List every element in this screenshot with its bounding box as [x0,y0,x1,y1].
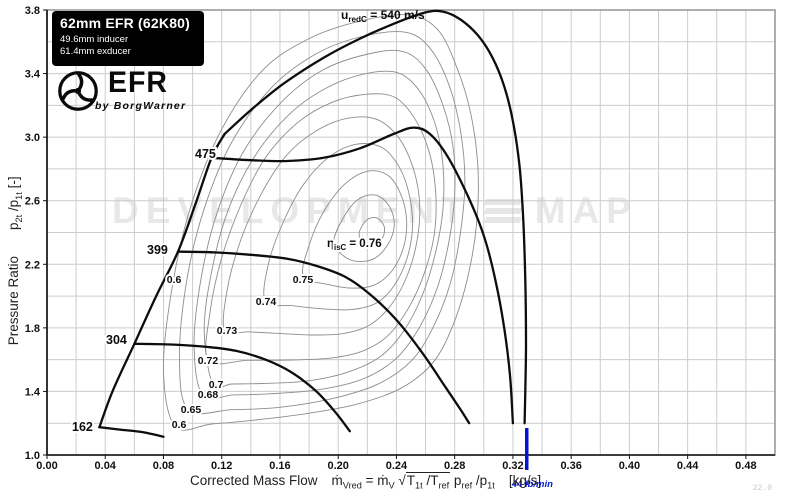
efr-logo: EFR by BorgWarner [55,66,215,118]
exducer-spec: 61.4mm exducer [60,46,131,57]
surge-line [98,132,226,429]
page-title: 62mm EFR (62K80) [60,15,191,31]
label-0.6: 0.6 [167,274,182,286]
label-0.75: 0.75 [293,274,314,286]
borgwarner-byline: by BorgWarner [95,100,187,112]
efficiency-contour [263,143,414,311]
efficiency-contour [358,217,385,246]
label-162: 162 [72,420,93,434]
label-0.65: 0.65 [181,404,202,416]
y-tick-label: 3.0 [25,132,40,144]
efficiency-contour [179,31,466,415]
label-isC0.76: ηisC = 0.76 [327,238,382,252]
watermark-text-left: DEVELOPMENT [112,190,471,231]
label-475: 475 [195,147,216,161]
label-0.74: 0.74 [256,296,277,308]
label-uredC540ms: uredC = 540 m/s [341,8,425,24]
y-tick-label: 1.8 [25,323,40,335]
x-tick-label: 0.00 [36,460,57,472]
efficiency-contour [302,170,408,289]
label-399: 399 [147,243,168,257]
plot-frame [46,9,776,456]
y-tick-label: 1.4 [25,386,41,398]
y-axis-title: Pressure Ratiop2t /p1t [-] [6,176,24,346]
x-tick-label: 0.24 [386,460,408,472]
x-tick-label: 0.12 [211,460,232,472]
speed-line-475 [210,126,515,425]
x-tick-label: 0.04 [95,460,117,472]
x-tick-label: 0.16 [269,460,290,472]
x-axis-title: Corrected Mass Flow ṁVred = ṁV √T1t /Tref… [190,472,542,491]
axis-ticks: 0.00 0.04 0.08 0.12 0.16 0.20 0.24 0.28 0.32 0.36… [25,5,757,472]
speed-line-304 [133,342,351,433]
y-tick-label: 3.4 [25,69,41,81]
y-tick-label: 2.2 [25,259,40,271]
x-tick-label: 0.28 [444,460,465,472]
x-tick-label: 0.44 [677,460,699,472]
label-0.73: 0.73 [217,325,238,337]
x-tick-label: 0.08 [153,460,174,472]
x-tick-label: 0.40 [619,460,640,472]
y-tick-label: 3.8 [25,5,40,17]
efficiency-contour [222,116,421,336]
speed-line-162 [98,426,165,438]
x-tick-label: 0.36 [560,460,581,472]
label-0.7: 0.7 [209,379,224,391]
label-0.6: 0.6 [172,419,187,431]
efficiency-contour [163,14,479,431]
flow-marker-label: 44 lb/min [511,479,553,490]
watermark-text-right: MAP [534,190,638,231]
efficiency-contour [333,194,395,262]
speed-line-540 [223,9,528,425]
label-304: 304 [106,333,127,347]
y-tick-label: 1.0 [25,450,40,462]
speed-line-399 [176,250,471,425]
version-text: 22.0 [752,484,772,493]
label-0.72: 0.72 [198,355,219,367]
x-tick-label: 0.20 [327,460,348,472]
efficiency-contour [193,49,456,400]
turbine-swirl-icon [58,71,98,111]
inducer-spec: 49.6mm inducer [60,34,129,45]
x-tick-label: 0.32 [502,460,523,472]
x-tick-label: 0.48 [735,460,756,472]
annotations: 162 304 399 475 uredC = 540 m/s ηisC = 0.76 0.… [70,8,425,436]
speed-lines [98,9,528,438]
y-tick-label: 2.6 [25,196,40,208]
efr-wordmark: EFR [108,66,168,99]
label-0.68: 0.68 [198,389,219,401]
efficiency-contours [163,14,479,431]
flow-marker: 44 lb/min [511,428,553,490]
title-box: 62mm EFR (62K80) 49.6mm inducer 61.4mm e… [52,11,204,66]
watermark: DEVELOPMENT MAP [112,190,638,232]
efficiency-contour [205,93,437,365]
